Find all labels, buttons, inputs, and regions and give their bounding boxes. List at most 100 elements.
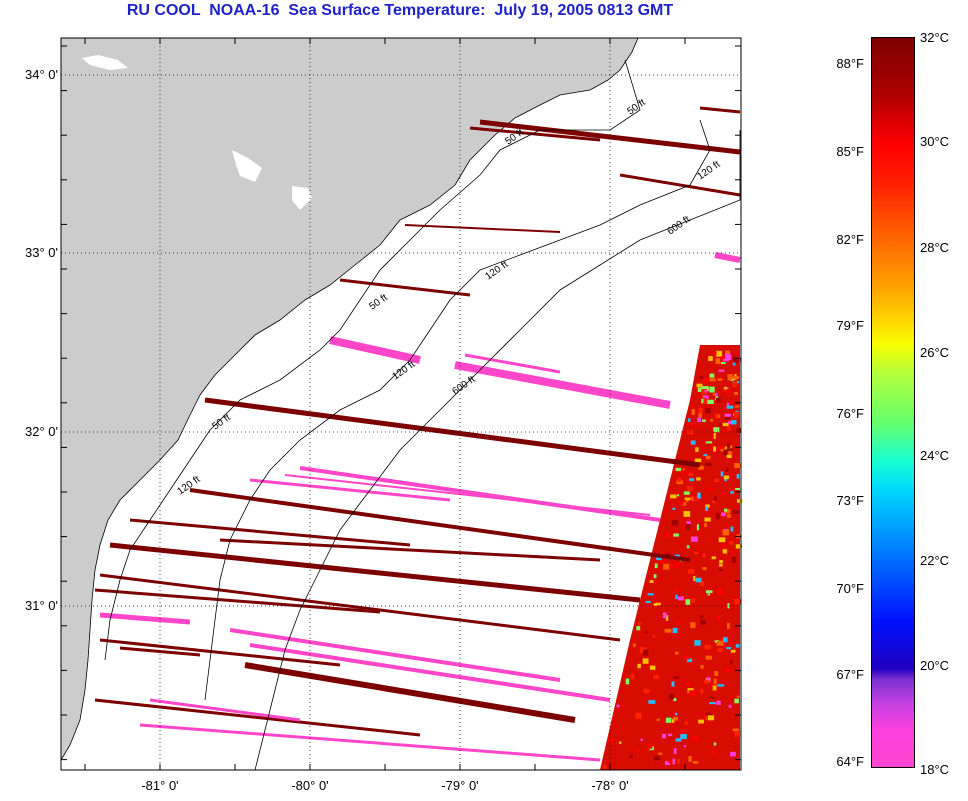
sst-pixel <box>716 641 724 646</box>
sst-pixel <box>704 644 711 650</box>
sst-pixel <box>629 755 633 758</box>
sst-pixel <box>713 433 716 439</box>
sst-pixel <box>727 374 733 381</box>
map-title: RU COOL NOAA-16 Sea Surface Temperature:… <box>126 2 674 19</box>
sst-pixel <box>653 674 660 680</box>
graticule <box>61 38 741 770</box>
sst-pixel <box>707 399 714 404</box>
sst-pixel <box>727 603 730 609</box>
sst-pixel <box>680 729 687 735</box>
lon-label: -81° 0' <box>141 778 179 793</box>
colorbar-f-label: 79°F <box>836 318 864 333</box>
sst-pixel <box>716 700 721 705</box>
sst-pixel <box>723 389 731 393</box>
axis-ticks <box>61 38 741 770</box>
sst-pixel <box>669 563 675 569</box>
sst-pixel <box>727 514 731 518</box>
sst-pixel <box>675 588 679 592</box>
sst-pixel <box>684 745 687 748</box>
sst-pixel <box>704 523 707 527</box>
sst-pixel <box>725 350 730 354</box>
sst-pixel <box>683 655 690 660</box>
sst-pixel <box>718 369 725 372</box>
sst-pixel <box>631 673 635 680</box>
sst-pixel <box>693 575 696 582</box>
sst-pixel <box>734 405 740 408</box>
sst-pixel <box>696 477 701 481</box>
sst-pixel <box>675 738 682 742</box>
sst-pixel <box>703 680 710 684</box>
sst-pixel <box>732 356 735 362</box>
sst-pixel <box>703 454 708 457</box>
sst-pixel <box>727 443 731 449</box>
sst-pixel <box>673 748 677 755</box>
sst-pixel <box>653 756 661 761</box>
sst-pixel <box>690 598 696 603</box>
scan-line-stripe <box>204 397 701 468</box>
scan-line-stripes <box>94 106 741 762</box>
colorbar-c-label: 22°C <box>920 553 950 568</box>
colorbar-f-label: 73°F <box>836 493 864 508</box>
sst-pixel <box>724 508 728 512</box>
sst-pixel <box>635 712 642 719</box>
sst-pixel <box>734 698 739 704</box>
lon-label: -79° 0' <box>441 778 479 793</box>
sst-pixel <box>686 545 690 549</box>
sst-pixel <box>670 494 677 499</box>
sst-pixel <box>665 532 671 538</box>
sst-pixel <box>720 362 726 365</box>
sst-pixel <box>697 387 704 393</box>
sst-pixel <box>708 715 715 721</box>
sst-pixel <box>672 716 678 721</box>
sst-pixel <box>702 377 709 384</box>
sst-pixel <box>728 541 734 545</box>
scan-line-stripe <box>139 723 601 762</box>
sst-pixel <box>662 612 667 619</box>
contour-50ft <box>104 59 641 661</box>
sst-pixel <box>710 418 713 422</box>
sst-pixel <box>703 397 707 404</box>
sst-pixel <box>668 760 675 763</box>
sst-pixel <box>700 615 703 619</box>
sst-pixel <box>725 468 729 473</box>
sst-pixel <box>719 423 722 426</box>
sst-pixel <box>702 553 706 558</box>
sst-pixel <box>732 362 736 366</box>
sst-pixel <box>730 649 736 653</box>
sst-pixel <box>734 392 739 395</box>
sst-pixel <box>736 428 741 433</box>
sst-pixel <box>683 511 691 517</box>
sst-pixel <box>696 383 703 388</box>
sst-pixel <box>715 358 721 365</box>
sst-pixel <box>687 418 691 422</box>
colorbar-c-label: 28°C <box>920 240 950 255</box>
lake <box>82 55 128 70</box>
sst-pixel <box>720 639 724 642</box>
sst-pixel <box>677 596 684 601</box>
contour-120ft <box>204 119 711 701</box>
sst-pixel <box>702 419 706 422</box>
sst-pixel <box>715 392 718 397</box>
map-frame <box>60 37 742 771</box>
scan-line-stripe <box>219 538 601 562</box>
sst-pixel <box>701 388 707 395</box>
scan-line-stripe <box>714 252 741 263</box>
sst-pixel <box>705 504 710 508</box>
sst-pixel <box>704 462 712 466</box>
sst-pixel <box>705 712 713 715</box>
colorbar-f-label: 67°F <box>836 667 864 682</box>
sst-pixel <box>690 440 696 445</box>
sst-pixel <box>665 615 669 621</box>
scan-line-stripe <box>299 466 661 522</box>
sst-pixel <box>716 513 720 520</box>
sst-pixel <box>671 519 679 526</box>
sst-pixel <box>643 688 650 694</box>
lake <box>232 150 262 182</box>
sst-pixel <box>696 524 699 531</box>
sst-pixel <box>705 590 713 594</box>
scan-line-stripe <box>119 646 201 657</box>
sst-pixel <box>704 517 711 522</box>
sst-pixel <box>712 750 716 755</box>
sst-pixel <box>735 644 740 648</box>
sst-pixel <box>715 350 723 357</box>
